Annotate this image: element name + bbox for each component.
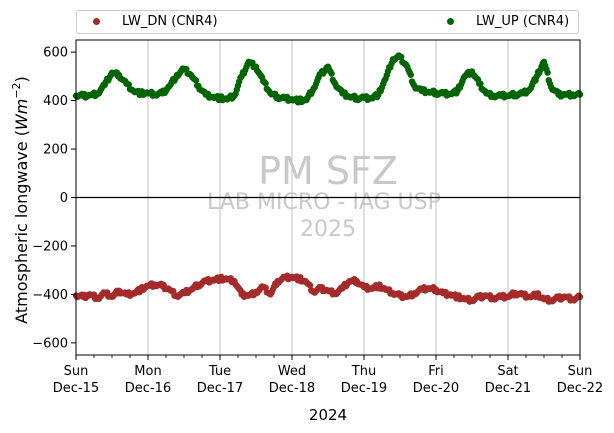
- x-tick-label-day: Fri: [428, 364, 444, 379]
- x-tick-label-day: Sat: [497, 364, 518, 379]
- y-axis-title-prefix: Atmospheric longwave (: [12, 130, 31, 324]
- y-axis: −600 −400 −200 0 200 400 600: [32, 46, 76, 351]
- watermark-lab: LAB MICRO - IAG USP: [207, 190, 441, 215]
- y-axis-title: Atmospheric longwave (Wm−2): [10, 76, 31, 324]
- legend-label-lw-dn: LW_DN (CNR4): [122, 14, 218, 29]
- legend-item-lw-dn: LW_DN (CNR4): [93, 14, 218, 29]
- y-tick-label: −600: [32, 336, 68, 351]
- legend-marker-lw-up: [447, 18, 454, 25]
- y-tick-label: 600: [43, 46, 68, 61]
- x-tick-label-date: Dec-15: [53, 381, 99, 396]
- x-tick-label-day: Sun: [64, 364, 89, 379]
- x-tick-label-date: Dec-18: [269, 381, 315, 396]
- data-point: [477, 80, 484, 87]
- x-axis-title: 2024: [309, 406, 347, 424]
- data-point: [398, 53, 405, 61]
- data-point: [306, 282, 314, 289]
- x-tick-label-date: Dec-22: [557, 381, 603, 396]
- y-tick-label: −400: [32, 288, 68, 303]
- y-tick-label: 400: [43, 94, 68, 109]
- x-tick-label-day: Tue: [208, 364, 231, 379]
- series-lw-dn: [72, 272, 584, 305]
- data-point: [544, 69, 551, 76]
- watermark: PM SFZ LAB MICRO - IAG USP 2025: [207, 149, 441, 242]
- x-tick-label-date: Dec-21: [485, 381, 531, 396]
- watermark-year: 2025: [300, 217, 356, 242]
- y-tick-label: −200: [32, 239, 68, 254]
- x-tick-label-date: Dec-16: [125, 381, 171, 396]
- x-tick-label-date: Dec-19: [341, 381, 387, 396]
- y-axis-title-exponent: −2: [10, 82, 23, 98]
- data-point: [262, 80, 269, 87]
- series-lw-up: [72, 52, 584, 106]
- legend-label-lw-up: LW_UP (CNR4): [476, 14, 570, 29]
- data-point: [407, 71, 414, 78]
- data-point: [328, 70, 335, 77]
- legend-marker-lw-dn: [93, 18, 100, 25]
- x-tick-label-day: Wed: [278, 364, 306, 379]
- legend-item-lw-up: LW_UP (CNR4): [447, 14, 569, 29]
- x-tick-label-day: Mon: [134, 364, 161, 379]
- data-point: [192, 77, 200, 84]
- y-axis-title-unit: Wm: [12, 99, 31, 130]
- y-tick-label: 200: [43, 143, 68, 158]
- y-tick-label: 0: [60, 191, 68, 206]
- x-tick-label-day: Sun: [568, 364, 593, 379]
- y-axis-title-suffix: ): [12, 76, 31, 82]
- legend: LW_DN (CNR4) LW_UP (CNR4): [76, 10, 579, 34]
- x-tick-label-day: Thu: [351, 364, 376, 379]
- watermark-title: PM SFZ: [258, 149, 398, 193]
- x-tick-label-date: Dec-20: [413, 381, 459, 396]
- x-tick-label-date: Dec-17: [197, 381, 243, 396]
- x-axis: Sun Dec-15 Mon Dec-16 Tue Dec-17 Wed Dec-18 Thu D…: [53, 355, 603, 396]
- data-series: [72, 52, 584, 305]
